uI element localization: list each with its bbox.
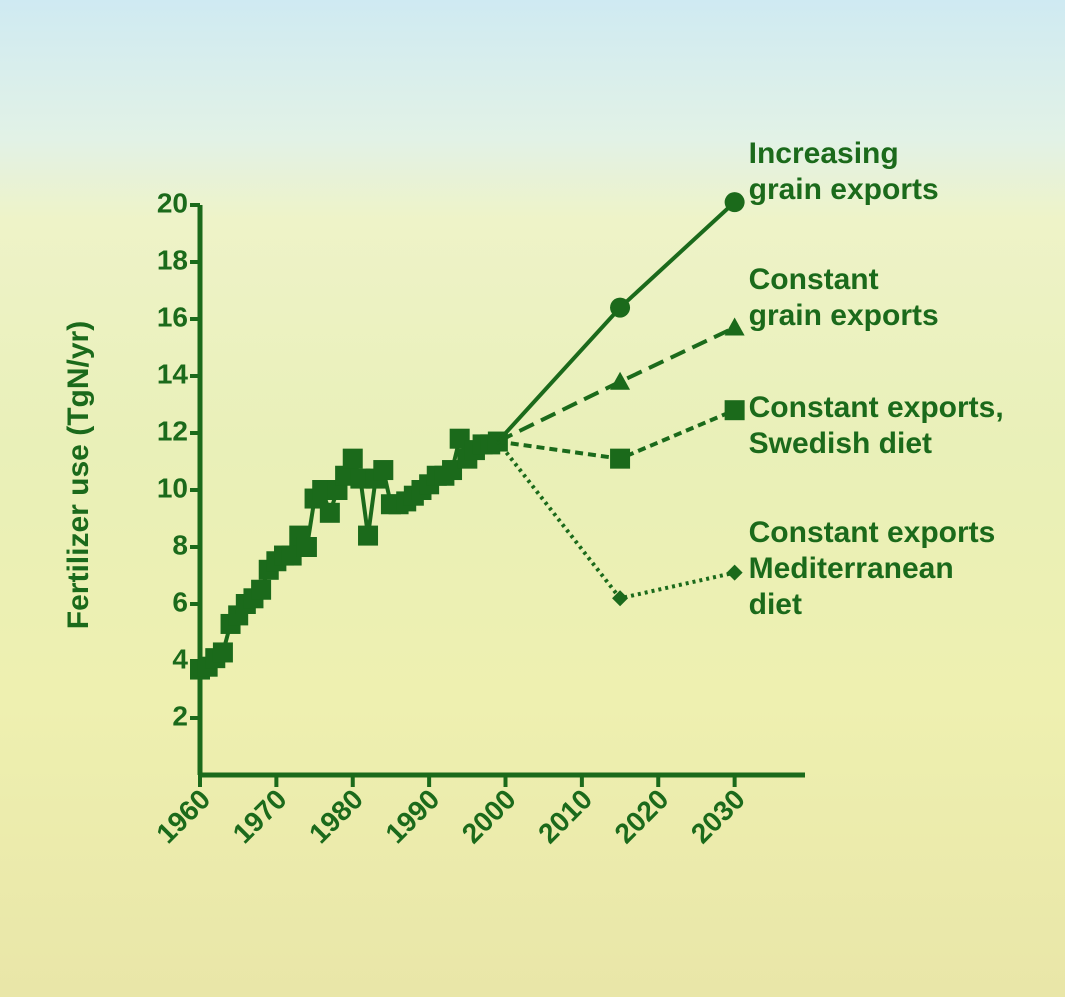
y-tick-label: 14 (157, 358, 189, 389)
x-tick-label: 2020 (609, 783, 675, 849)
y-tick-label: 18 (157, 244, 188, 275)
y-axis-label: Fertilizer use (TgN/yr) (62, 321, 95, 629)
point (373, 460, 394, 481)
x-tick-label: 1970 (227, 783, 293, 849)
y-tick-label: 8 (172, 529, 188, 560)
y-tick-label: 6 (172, 586, 188, 617)
legend-label: Constant exports, Swedish diet (748, 391, 1004, 461)
y-tick-label: 10 (157, 472, 188, 503)
point (724, 192, 745, 213)
x-tick-label: 1980 (303, 783, 369, 849)
x-tick-label: 1990 (379, 783, 445, 849)
y-tick-label: 20 (157, 187, 188, 218)
x-tick-label: 2030 (685, 783, 751, 849)
scenario-line (496, 200, 736, 443)
legend-label: Constant exports Mediterranean diet (748, 515, 996, 621)
y-tick-label: 16 (157, 301, 188, 332)
x-tick-label: 1960 (150, 783, 216, 849)
point (212, 642, 233, 663)
point (612, 590, 629, 607)
point (724, 317, 745, 336)
point (610, 297, 631, 318)
point (449, 428, 470, 449)
x-tick-label: 2010 (532, 783, 598, 849)
point (610, 371, 631, 390)
y-tick-label: 4 (172, 643, 188, 674)
point (312, 480, 333, 500)
point (442, 460, 463, 481)
point (350, 468, 371, 489)
scenario-line (496, 325, 736, 444)
point (335, 465, 356, 486)
point (610, 448, 631, 469)
legend-label: Constant grain exports (748, 262, 939, 332)
y-tick-label: 12 (157, 415, 188, 446)
point (724, 400, 745, 421)
y-tick-label: 2 (172, 700, 188, 731)
point (342, 448, 363, 469)
point (319, 502, 340, 523)
point (726, 564, 743, 581)
point (281, 545, 302, 566)
point (296, 537, 317, 557)
legend-label: Increasing grain exports (748, 137, 939, 207)
x-tick-label: 2000 (456, 783, 522, 849)
point (251, 579, 272, 600)
point (358, 525, 379, 546)
